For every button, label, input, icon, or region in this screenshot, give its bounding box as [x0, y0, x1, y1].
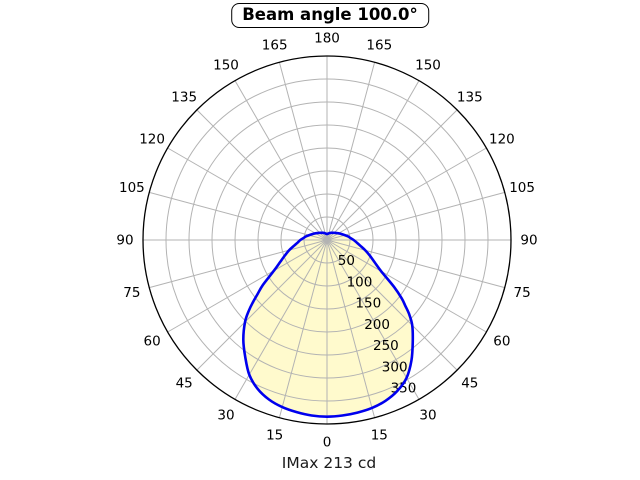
angle-tick-label: 90	[520, 233, 537, 249]
grid-spoke	[326, 109, 458, 241]
grid-spoke	[234, 239, 328, 400]
angle-tick-label: 105	[509, 180, 535, 196]
grid-spoke	[167, 239, 328, 333]
grid-spoke	[278, 239, 328, 418]
angle-tick-label: 45	[176, 375, 193, 391]
grid-spoke	[149, 239, 328, 289]
grid-spoke	[326, 239, 376, 418]
grid-spoke	[326, 191, 505, 241]
outer-ring	[142, 55, 512, 425]
title-box: Beam angle 100.0°	[231, 3, 429, 28]
radial-tick-label: 150	[355, 296, 381, 312]
angle-tick-label: 0	[323, 435, 332, 451]
angle-tick-label: 15	[266, 428, 283, 444]
angle-tick-label: 150	[213, 58, 239, 74]
grid-spoke	[234, 80, 328, 241]
angle-tick-label: 120	[139, 132, 165, 148]
angle-tick-label: 75	[514, 285, 531, 301]
grid-spoke	[326, 239, 505, 289]
grid-spoke	[196, 239, 328, 371]
chart-title: Beam angle 100.0°	[242, 5, 418, 24]
angle-tick-label: 120	[489, 132, 515, 148]
angle-tick-label: 90	[116, 233, 133, 249]
radial-tick-label: 100	[347, 275, 373, 291]
grid-spoke	[149, 191, 328, 241]
beam-curve	[242, 231, 415, 418]
angle-tick-label: 165	[366, 37, 392, 53]
angle-tick-label: 60	[493, 334, 510, 350]
angle-tick-label: 45	[461, 375, 478, 391]
angle-tick-label: 135	[171, 90, 197, 106]
angle-tick-label: 135	[457, 90, 483, 106]
grid-spoke	[326, 80, 420, 241]
radial-tick-label: 250	[373, 338, 399, 354]
angle-tick-label: 15	[371, 428, 388, 444]
angle-tick-label: 165	[262, 37, 288, 53]
grid-spoke	[196, 109, 328, 241]
radial-tick-label: 50	[338, 253, 355, 269]
grid-spoke	[326, 239, 420, 400]
grid-spoke	[278, 62, 328, 241]
grid-spoke	[326, 147, 487, 241]
grid-spoke	[167, 147, 328, 241]
radial-tick-label: 300	[382, 360, 408, 376]
grid-spoke	[326, 62, 376, 241]
angle-tick-label: 60	[144, 334, 161, 350]
grid-spoke	[326, 239, 458, 371]
angle-tick-label: 30	[419, 407, 436, 423]
angle-tick-label: 30	[217, 407, 234, 423]
angle-tick-label: 75	[123, 285, 140, 301]
angle-tick-label: 105	[119, 180, 145, 196]
radial-tick-label: 200	[364, 317, 390, 333]
angle-tick-label: 150	[415, 58, 441, 74]
imax-caption: IMax 213 cd	[281, 454, 377, 472]
grid-spoke	[326, 239, 487, 333]
angle-tick-label: 180	[314, 31, 340, 47]
